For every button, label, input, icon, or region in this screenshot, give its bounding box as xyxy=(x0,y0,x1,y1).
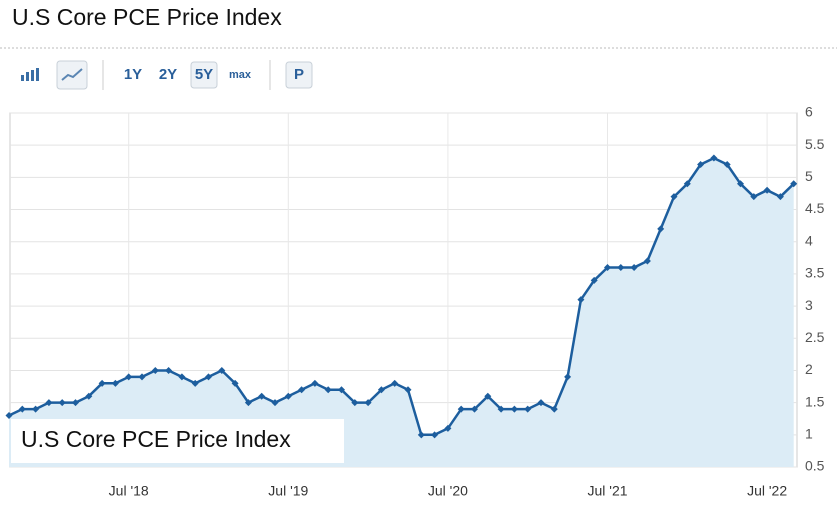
point-marker xyxy=(258,392,266,400)
point-marker xyxy=(231,379,239,387)
point-marker xyxy=(191,379,199,387)
point-marker xyxy=(776,193,784,201)
y-tick-label: 4.5 xyxy=(805,200,825,216)
point-marker xyxy=(457,405,465,413)
point-marker xyxy=(670,193,678,201)
point-marker xyxy=(324,386,332,394)
y-tick-label: 5.5 xyxy=(805,136,825,152)
point-marker xyxy=(338,386,345,394)
x-tick-label: Jul '19 xyxy=(268,483,308,499)
print-button[interactable]: P xyxy=(294,66,304,83)
point-marker xyxy=(683,180,691,188)
point-marker xyxy=(125,373,133,381)
point-marker xyxy=(604,263,611,271)
x-tick-label: Jul '20 xyxy=(428,483,468,499)
point-marker xyxy=(790,180,798,188)
point-marker xyxy=(377,386,385,394)
point-marker xyxy=(351,399,359,407)
point-marker xyxy=(271,399,279,407)
point-marker xyxy=(750,193,758,201)
point-marker xyxy=(497,405,505,413)
point-marker xyxy=(218,366,226,374)
y-tick-label: 3.5 xyxy=(805,265,825,281)
range-button[interactable]: 2Y xyxy=(159,66,177,83)
point-marker xyxy=(364,399,372,407)
toolbar: 1Y 2Y 5Y max P xyxy=(124,61,313,89)
point-marker xyxy=(537,399,545,407)
point-marker xyxy=(444,424,452,432)
point-marker xyxy=(510,405,518,413)
point-marker xyxy=(298,386,306,394)
point-marker xyxy=(58,399,66,407)
point-marker xyxy=(165,366,173,374)
y-tick-label: 1.5 xyxy=(805,393,825,409)
point-marker xyxy=(630,263,638,271)
y-tick-label: 4 xyxy=(805,232,813,248)
point-marker xyxy=(471,405,478,413)
y-tick-label: 1 xyxy=(805,426,813,442)
x-tick-label: Jul '22 xyxy=(747,483,787,499)
point-marker xyxy=(151,366,159,374)
watermark-box xyxy=(11,419,344,463)
range-button[interactable]: 1Y xyxy=(124,66,142,83)
point-marker xyxy=(431,431,439,439)
y-tick-label: 3 xyxy=(805,297,813,313)
point-marker xyxy=(564,373,572,381)
range-button[interactable]: 5Y xyxy=(195,66,213,83)
point-marker xyxy=(18,405,26,413)
point-marker xyxy=(178,373,186,381)
page-title: U.S Core PCE Price Index xyxy=(12,4,282,30)
point-marker xyxy=(643,257,651,265)
watermark: U.S Core PCE Price Index xyxy=(21,426,291,452)
area xyxy=(9,158,794,467)
point-marker xyxy=(763,186,771,194)
point-marker xyxy=(404,386,412,394)
point-marker xyxy=(657,225,665,233)
y-tick-label: 2 xyxy=(805,361,813,377)
point-marker xyxy=(284,392,292,400)
line-chart-icon[interactable] xyxy=(56,60,88,90)
point-marker xyxy=(98,379,106,387)
point-marker xyxy=(524,405,532,413)
bar-chart-icon[interactable] xyxy=(21,68,39,81)
plot: 0.5 1 1.5 2 2.5 3 3.5 4 4.5 5 5.5 6 Jul '18 Jul '19 Ju… xyxy=(5,104,825,499)
point-marker xyxy=(244,399,252,407)
y-tick-label: 2.5 xyxy=(805,329,825,345)
range-button[interactable]: max xyxy=(229,69,252,81)
point-marker xyxy=(697,160,705,168)
point-marker xyxy=(617,263,625,271)
point-marker xyxy=(590,276,598,284)
point-marker xyxy=(138,373,146,381)
point-marker xyxy=(111,379,119,387)
point-marker xyxy=(737,180,744,188)
point-marker xyxy=(417,431,425,439)
point-marker xyxy=(484,392,492,400)
point-marker xyxy=(5,412,13,420)
point-marker xyxy=(205,373,212,381)
point-marker xyxy=(311,379,319,387)
print-button-frame xyxy=(285,61,313,89)
point-marker xyxy=(45,399,53,407)
point-marker xyxy=(577,296,585,304)
point-marker xyxy=(85,392,93,400)
y-tick-label: 6 xyxy=(805,104,813,120)
x-tick-label: Jul '18 xyxy=(109,483,149,499)
point-marker xyxy=(72,399,79,407)
point-marker xyxy=(391,379,399,387)
point-marker xyxy=(550,405,558,413)
point-marker xyxy=(32,405,40,413)
range-button-frame xyxy=(190,61,218,89)
y-tick-label: 0.5 xyxy=(805,458,825,474)
point-marker xyxy=(723,160,731,168)
y-tick-label: 5 xyxy=(805,168,813,184)
x-tick-label: Jul '21 xyxy=(587,483,627,499)
point-marker xyxy=(710,154,718,162)
